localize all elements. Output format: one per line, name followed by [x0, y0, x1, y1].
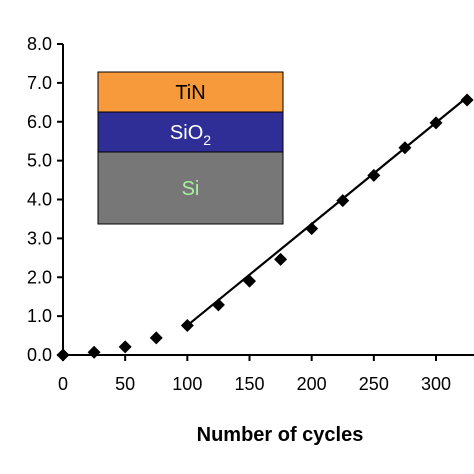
data-point	[460, 93, 474, 107]
sio2-layer	[97, 111, 284, 153]
x-tick-label: 0	[58, 374, 68, 394]
y-tick-label: 3.0	[27, 228, 52, 248]
data-point	[180, 318, 194, 332]
y-tick-label: 6.0	[27, 112, 52, 132]
x-tick-label: 100	[172, 374, 202, 394]
data-point	[118, 340, 132, 354]
data-point	[274, 252, 288, 266]
si-layer-label: Si	[182, 178, 200, 200]
data-point	[305, 222, 319, 236]
axes: 0.0 1.0 2.0 3.0 4.0 5.0 6.0 7.0 8.0 0 50 100 150 200 2…	[27, 34, 474, 394]
x-tick-label: 150	[234, 374, 264, 394]
fit-line-layer	[186, 96, 468, 327]
data-point	[429, 116, 443, 130]
tin-layer	[97, 71, 284, 113]
y-tick-label: 7.0	[27, 73, 52, 93]
y-tick-label: 4.0	[27, 190, 52, 210]
si-layer	[97, 151, 284, 225]
data-point	[367, 168, 381, 182]
data-point	[398, 141, 412, 155]
x-tick-label: 200	[297, 374, 327, 394]
y-tick-label: 2.0	[27, 267, 52, 287]
y-tick-label: 1.0	[27, 306, 52, 326]
data-point	[87, 345, 101, 359]
fit-line	[186, 96, 468, 327]
x-tick-label: 250	[359, 374, 389, 394]
data-point	[211, 298, 225, 312]
y-tick-label: 0.0	[27, 345, 52, 365]
data-points	[56, 93, 474, 362]
x-tick-label: 300	[421, 374, 451, 394]
data-point	[336, 194, 350, 208]
data-point	[149, 331, 163, 345]
data-point	[243, 274, 256, 288]
tin-layer-label: TiN	[175, 82, 205, 104]
x-tick-label: 50	[115, 374, 135, 394]
x-axis-title: Number of cycles	[197, 424, 364, 446]
y-tick-label: 8.0	[27, 34, 52, 54]
y-tick-label: 5.0	[27, 151, 52, 171]
